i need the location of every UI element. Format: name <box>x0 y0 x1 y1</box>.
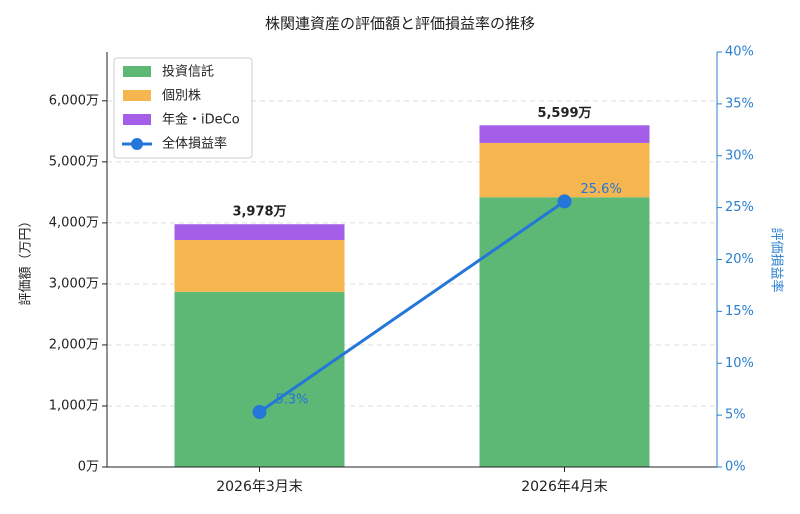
bar-segment <box>174 224 345 240</box>
chart-title: 株関連資産の評価額と評価損益率の推移 <box>265 15 535 33</box>
y2-tick-label: 30% <box>725 148 754 163</box>
legend-label: 年金・iDeCo <box>162 112 240 128</box>
y2-tick-label: 35% <box>725 96 754 111</box>
legend-label: 全体損益率 <box>162 136 227 152</box>
y-tick-label: 1,000万 <box>49 398 99 413</box>
y2-tick-label: 5% <box>725 408 746 423</box>
bar-segment <box>479 125 650 143</box>
bar-segment <box>479 197 650 467</box>
y-axis-label: 評価額（万円） <box>19 214 34 305</box>
legend-label: 投資信託 <box>162 64 214 80</box>
legend-box <box>113 57 253 159</box>
legend-swatch <box>123 66 151 77</box>
line-marker <box>557 194 572 209</box>
y-tick-label: 4,000万 <box>49 215 99 230</box>
y2-tick-label: 10% <box>725 356 754 371</box>
bar-segment <box>479 142 650 198</box>
value-label: 25.6% <box>581 182 622 197</box>
y-tick-label: 5,000万 <box>49 154 99 169</box>
legend-marker <box>131 138 143 150</box>
total-label: 3,978万 <box>232 205 286 220</box>
y2-tick-label: 40% <box>725 45 754 60</box>
y-tick-label: 6,000万 <box>49 93 99 108</box>
legend-swatch <box>123 114 151 125</box>
x-tick-label: 2026年4月末 <box>521 479 608 495</box>
bar-segment <box>174 291 345 467</box>
y2-tick-label: 0% <box>725 460 746 475</box>
y-tick-label: 3,000万 <box>49 276 99 291</box>
y2-tick-label: 15% <box>725 304 754 319</box>
y-tick-label: 0万 <box>78 460 99 475</box>
legend-swatch <box>123 90 151 101</box>
x-tick-label: 2026年3月末 <box>216 479 303 495</box>
value-label: 5.3% <box>276 393 309 408</box>
y-tick-label: 2,000万 <box>49 337 99 352</box>
legend-label: 個別株 <box>162 89 201 104</box>
y2-axis-label: 評価損益率 <box>769 227 785 292</box>
bar-segment <box>174 239 345 292</box>
y2-tick-label: 25% <box>725 200 754 215</box>
y2-tick-label: 20% <box>725 252 754 267</box>
line-marker <box>252 405 267 420</box>
line <box>258 200 566 414</box>
total-label: 5,599万 <box>537 106 591 121</box>
